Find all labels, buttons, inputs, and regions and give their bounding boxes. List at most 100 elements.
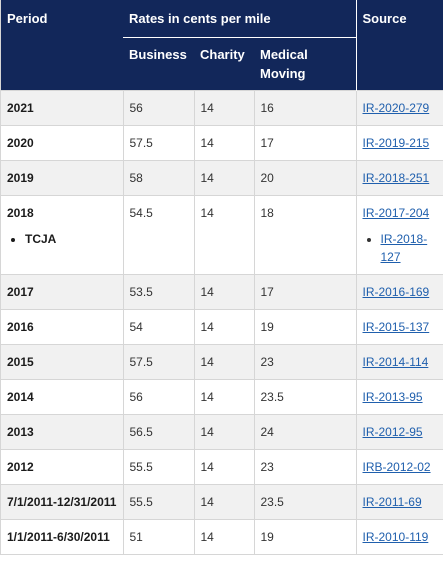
business-cell: 55.5 [122, 449, 194, 485]
table-row: 2021 56 14 16 IR-2020-279 [1, 90, 443, 126]
source-link[interactable]: IR-2020-279 [362, 101, 430, 115]
source-link[interactable]: IR-2018-251 [362, 171, 430, 185]
source-cell: IR-2019-215 [355, 125, 443, 161]
period-cell: 1/1/2011-6/30/2011 [1, 519, 123, 554]
table-row: 2018 TCJA 54.5 14 18 IR-2017-204 IR-2018… [1, 195, 443, 275]
medical-cell: 19 [253, 309, 356, 345]
table-header: Period Rates in cents per mile Source Bu… [1, 0, 443, 91]
charity-cell: 14 [193, 484, 254, 520]
table-row: 2012 55.5 14 23 IRB-2012-02 [1, 449, 443, 485]
medical-cell: 18 [253, 195, 356, 275]
header-business: Business [123, 37, 194, 91]
period-label: 2018 [7, 206, 34, 220]
period-cell: 2017 [1, 274, 123, 310]
table-row: 2017 53.5 14 17 IR-2016-169 [1, 274, 443, 310]
header-charity: Charity [194, 37, 254, 91]
business-cell: 55.5 [122, 484, 194, 520]
source-link[interactable]: IR-2011-69 [362, 495, 422, 509]
source-link[interactable]: IR-2012-95 [362, 425, 423, 439]
source-cell: IR-2012-95 [355, 414, 443, 450]
source-link[interactable]: IR-2010-119 [362, 530, 429, 544]
charity-cell: 14 [193, 519, 254, 554]
source-cell: IRB-2012-02 [355, 449, 443, 485]
table-body: 2021 56 14 16 IR-2020-279 2020 57.5 14 1… [1, 90, 443, 554]
medical-cell: 17 [253, 125, 356, 161]
business-cell: 56 [122, 90, 194, 126]
period-cell: 2018 TCJA [1, 195, 123, 275]
business-cell: 51 [122, 519, 194, 554]
business-cell: 58 [122, 160, 194, 196]
medical-cell: 16 [253, 90, 356, 126]
source-link[interactable]: IR-2017-204 [362, 206, 430, 220]
table-row: 2016 54 14 19 IR-2015-137 [1, 309, 443, 345]
medical-cell: 23 [253, 449, 356, 485]
source-cell: IR-2011-69 [355, 484, 443, 520]
source-cell: IR-2020-279 [355, 90, 443, 126]
source-cell: IR-2013-95 [355, 379, 443, 415]
table-row: 7/1/2011-12/31/2011 55.5 14 23.5 IR-2011… [1, 484, 443, 520]
charity-cell: 14 [193, 449, 254, 485]
header-row: Period Rates in cents per mile Source [1, 0, 443, 91]
subheader-row: Business Charity Medical Moving [1, 37, 443, 91]
medical-cell: 19 [253, 519, 356, 554]
medical-cell: 17 [253, 274, 356, 310]
table-row: 2019 58 14 20 IR-2018-251 [1, 160, 443, 196]
source-link[interactable]: IR-2013-95 [362, 390, 423, 404]
charity-cell: 14 [193, 414, 254, 450]
charity-cell: 14 [193, 125, 254, 161]
charity-cell: 14 [193, 344, 254, 380]
charity-cell: 14 [193, 274, 254, 310]
source-link[interactable]: IR-2016-169 [362, 285, 430, 299]
period-cell: 2013 [1, 414, 123, 450]
source-link[interactable]: IR-2014-114 [362, 355, 429, 369]
medical-cell: 23.5 [253, 379, 356, 415]
period-cell: 2015 [1, 344, 123, 380]
source-cell: IR-2010-119 [355, 519, 443, 554]
source-cell: IR-2018-251 [355, 160, 443, 196]
business-cell: 54 [122, 309, 194, 345]
business-cell: 56 [122, 379, 194, 415]
medical-cell: 24 [253, 414, 356, 450]
source-cell: IR-2015-137 [355, 309, 443, 345]
period-cell: 2019 [1, 160, 123, 196]
charity-cell: 14 [193, 379, 254, 415]
source-link[interactable]: IR-2019-215 [362, 136, 430, 150]
table-row: 2013 56.5 14 24 IR-2012-95 [1, 414, 443, 450]
source-cell: IR-2017-204 IR-2018-127 [355, 195, 443, 275]
medical-cell: 20 [253, 160, 356, 196]
period-cell: 7/1/2011-12/31/2011 [1, 484, 123, 520]
charity-cell: 14 [193, 309, 254, 345]
source-cell: IR-2016-169 [355, 274, 443, 310]
period-cell: 2014 [1, 379, 123, 415]
period-cell: 2020 [1, 125, 123, 161]
source-sub-link[interactable]: IR-2018-127 [380, 232, 428, 264]
business-cell: 56.5 [122, 414, 194, 450]
business-cell: 57.5 [122, 344, 194, 380]
charity-cell: 14 [193, 195, 254, 275]
charity-cell: 14 [193, 160, 254, 196]
period-cell: 2016 [1, 309, 123, 345]
table-row: 1/1/2011-6/30/2011 51 14 19 IR-2010-119 [1, 519, 443, 554]
business-cell: 54.5 [122, 195, 194, 275]
source-cell: IR-2014-114 [355, 344, 443, 380]
period-sub-list: TCJA [7, 230, 117, 248]
header-medical: Medical Moving [254, 37, 356, 91]
period-sub-item: TCJA [25, 230, 117, 248]
source-sub-item: IR-2018-127 [381, 230, 439, 266]
header-source: Source [355, 0, 443, 91]
period-cell: 2021 [1, 90, 123, 126]
business-cell: 53.5 [122, 274, 194, 310]
table-row: 2020 57.5 14 17 IR-2019-215 [1, 125, 443, 161]
source-link[interactable]: IR-2015-137 [362, 320, 430, 334]
medical-cell: 23.5 [253, 484, 356, 520]
source-sub-list: IR-2018-127 [363, 230, 439, 266]
source-link[interactable]: IRB-2012-02 [362, 460, 431, 474]
header-rates-group: Rates in cents per mile [123, 0, 356, 38]
medical-cell: 23 [253, 344, 356, 380]
charity-cell: 14 [193, 90, 254, 126]
table-row: 2014 56 14 23.5 IR-2013-95 [1, 379, 443, 415]
table-row: 2015 57.5 14 23 IR-2014-114 [1, 344, 443, 380]
business-cell: 57.5 [122, 125, 194, 161]
